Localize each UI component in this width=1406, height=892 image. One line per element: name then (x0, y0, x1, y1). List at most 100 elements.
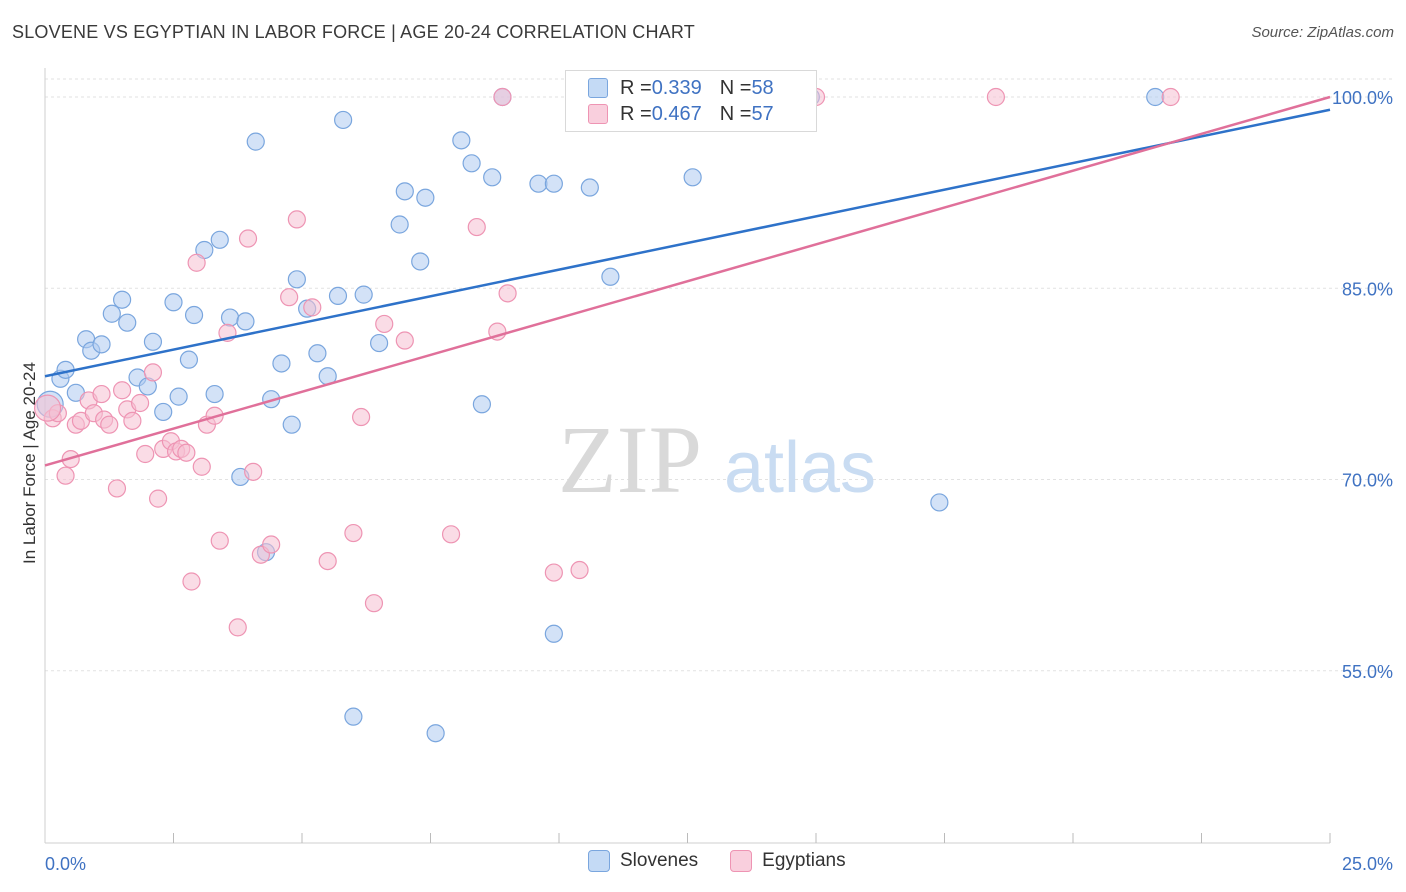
source-attribution: Source: ZipAtlas.com (1251, 24, 1394, 41)
data-point-slovenes (334, 110, 353, 130)
legend-label-slovenes: Slovenes (620, 850, 699, 871)
watermark: ZIP atlas (558, 406, 876, 513)
data-point-egyptians (210, 531, 229, 550)
legend-swatch-egyptians (730, 850, 753, 872)
data-point-slovenes (179, 350, 199, 369)
data-point-slovenes (308, 344, 327, 363)
data-point-slovenes (205, 384, 224, 404)
trend-line-slovenes (44, 108, 1331, 378)
data-point-slovenes (354, 285, 373, 304)
data-point-slovenes (472, 395, 491, 414)
data-point-slovenes (544, 624, 563, 643)
data-point-egyptians (92, 384, 111, 404)
data-point-slovenes (220, 308, 240, 327)
legend-n-label: N = (719, 76, 752, 99)
data-point-egyptians (1161, 87, 1180, 107)
data-point-slovenes (483, 168, 502, 187)
data-point-slovenes (930, 493, 949, 512)
legend-row-egyptians: R = 0.467 N = 57 (588, 101, 774, 127)
data-point-egyptians (280, 288, 299, 307)
data-point-egyptians (123, 411, 142, 430)
trend-lines (44, 95, 1331, 467)
data-point-slovenes (529, 174, 548, 193)
data-point-egyptians (136, 444, 155, 464)
data-point-slovenes (390, 215, 409, 234)
data-point-egyptians (33, 394, 62, 422)
data-point-egyptians (318, 551, 337, 571)
data-point-slovenes (169, 387, 188, 406)
data-point-egyptians (130, 393, 150, 413)
y-tick-label: 100.0% (1332, 88, 1393, 108)
series-legend: Slovenes Egyptians (588, 850, 878, 872)
watermark-atlas: atlas (724, 428, 876, 508)
legend-n-value: 57 (751, 102, 774, 125)
data-point-egyptians (493, 87, 512, 107)
data-point-egyptians (395, 331, 414, 350)
legend-row-slovenes: R = 0.339 N = 58 (588, 75, 774, 101)
legend-item-slovenes[interactable]: Slovenes (588, 850, 698, 872)
data-point-slovenes (462, 154, 481, 173)
data-point-egyptians (498, 284, 517, 303)
legend-r-value: 0.339 (651, 76, 702, 99)
y-tick-label: 70.0% (1342, 471, 1393, 491)
data-point-egyptians (287, 210, 306, 229)
tick-labels: 55.0% 70.0% 85.0% 100.0% 0.0% 25.0% (45, 88, 1393, 874)
data-point-slovenes (92, 335, 111, 354)
data-point-egyptians (192, 457, 211, 476)
chart-title: SLOVENE VS EGYPTIAN IN LABOR FORCE | AGE… (12, 22, 695, 42)
data-point-egyptians (441, 525, 461, 544)
axes (44, 68, 1331, 844)
data-point-slovenes (416, 188, 435, 207)
data-point-slovenes (112, 290, 132, 309)
legend-r-value: 0.467 (651, 102, 702, 125)
data-point-slovenes (287, 270, 306, 289)
legend-r-label: R = (620, 76, 652, 99)
data-point-egyptians (228, 618, 247, 637)
x-tick-label: 25.0% (1342, 854, 1393, 874)
data-point-slovenes (154, 402, 173, 422)
data-point-slovenes (246, 132, 265, 151)
data-point-egyptians (143, 363, 163, 382)
data-point-egyptians (107, 479, 127, 498)
data-point-slovenes (164, 293, 183, 312)
data-point-egyptians (467, 217, 486, 237)
legend-swatch-pink (588, 104, 608, 124)
legend-n-value: 58 (751, 76, 774, 99)
data-point-egyptians (570, 560, 589, 580)
legend-label-egyptians: Egyptians (762, 850, 846, 871)
watermark-zip: ZIP (558, 406, 702, 513)
data-point-slovenes (601, 267, 620, 286)
legend-r-label: R = (620, 102, 652, 125)
data-point-egyptians (238, 229, 258, 248)
data-point-egyptians (986, 87, 1006, 107)
data-point-slovenes (328, 286, 348, 305)
trend-line-egyptians (44, 95, 1331, 467)
data-point-slovenes (272, 354, 291, 373)
data-point-egyptians (375, 314, 394, 334)
x-tick-label: 0.0% (45, 854, 86, 874)
legend-swatch-blue (588, 78, 608, 98)
data-point-slovenes (426, 724, 445, 743)
data-point-slovenes (184, 305, 204, 325)
stats-legend: R = 0.339 N = 58 R = 0.467 N = 57 (565, 70, 817, 132)
data-point-slovenes (210, 230, 229, 249)
data-point-egyptians (56, 466, 75, 485)
data-point-egyptians (262, 535, 281, 554)
data-point-slovenes (118, 313, 137, 332)
data-points (33, 87, 1180, 743)
data-point-slovenes (344, 707, 363, 726)
legend-item-egyptians[interactable]: Egyptians (730, 850, 846, 872)
data-point-slovenes (411, 252, 430, 271)
data-point-egyptians (182, 572, 201, 591)
y-tick-label: 55.0% (1342, 662, 1393, 682)
data-point-slovenes (236, 312, 255, 331)
y-tick-label: 85.0% (1342, 279, 1393, 299)
data-point-slovenes (395, 182, 414, 201)
grid-lines (45, 78, 1395, 672)
data-point-slovenes (370, 333, 389, 353)
data-point-slovenes (683, 168, 702, 187)
data-point-egyptians (364, 594, 384, 613)
data-point-egyptians (100, 415, 119, 434)
data-point-egyptians (303, 298, 322, 317)
